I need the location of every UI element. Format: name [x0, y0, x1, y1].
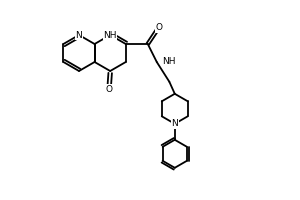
Text: N: N: [171, 119, 178, 128]
Text: NH: NH: [103, 30, 117, 40]
Text: NH: NH: [162, 58, 175, 66]
Text: O: O: [106, 84, 113, 94]
Text: O: O: [155, 23, 162, 32]
Text: N: N: [76, 30, 82, 40]
